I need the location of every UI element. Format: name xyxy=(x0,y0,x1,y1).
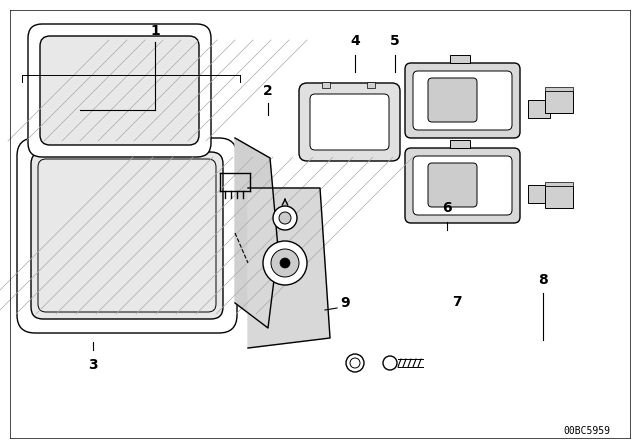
FancyBboxPatch shape xyxy=(299,83,400,161)
Circle shape xyxy=(279,212,291,224)
FancyBboxPatch shape xyxy=(413,156,512,215)
Bar xyxy=(322,82,330,88)
Text: 6: 6 xyxy=(442,201,452,215)
Text: 1: 1 xyxy=(150,24,160,38)
Polygon shape xyxy=(235,138,278,328)
Bar xyxy=(450,140,470,148)
FancyBboxPatch shape xyxy=(413,71,512,130)
FancyBboxPatch shape xyxy=(310,94,389,150)
Bar xyxy=(545,91,573,113)
Bar xyxy=(367,82,375,88)
Bar xyxy=(528,185,550,203)
FancyBboxPatch shape xyxy=(17,138,237,333)
Text: 4: 4 xyxy=(350,34,360,48)
Text: 3: 3 xyxy=(88,358,98,372)
FancyBboxPatch shape xyxy=(428,78,477,122)
FancyBboxPatch shape xyxy=(28,24,211,157)
Circle shape xyxy=(273,206,297,230)
Text: 9: 9 xyxy=(340,296,349,310)
Bar xyxy=(545,182,573,186)
Bar xyxy=(450,55,470,63)
Text: 8: 8 xyxy=(538,273,548,287)
FancyBboxPatch shape xyxy=(405,63,520,138)
Bar xyxy=(545,186,573,208)
Text: 2: 2 xyxy=(263,84,273,98)
FancyBboxPatch shape xyxy=(405,148,520,223)
Bar xyxy=(545,87,573,91)
Circle shape xyxy=(280,258,290,268)
Text: 5: 5 xyxy=(390,34,400,48)
Text: 00BC5959: 00BC5959 xyxy=(563,426,610,436)
Polygon shape xyxy=(248,188,330,348)
Circle shape xyxy=(383,356,397,370)
Circle shape xyxy=(346,354,364,372)
Text: 7: 7 xyxy=(452,295,461,309)
FancyBboxPatch shape xyxy=(428,163,477,207)
Circle shape xyxy=(263,241,307,285)
Circle shape xyxy=(350,358,360,368)
Bar xyxy=(528,100,550,118)
Circle shape xyxy=(271,249,299,277)
FancyBboxPatch shape xyxy=(40,36,199,145)
FancyBboxPatch shape xyxy=(31,152,223,319)
